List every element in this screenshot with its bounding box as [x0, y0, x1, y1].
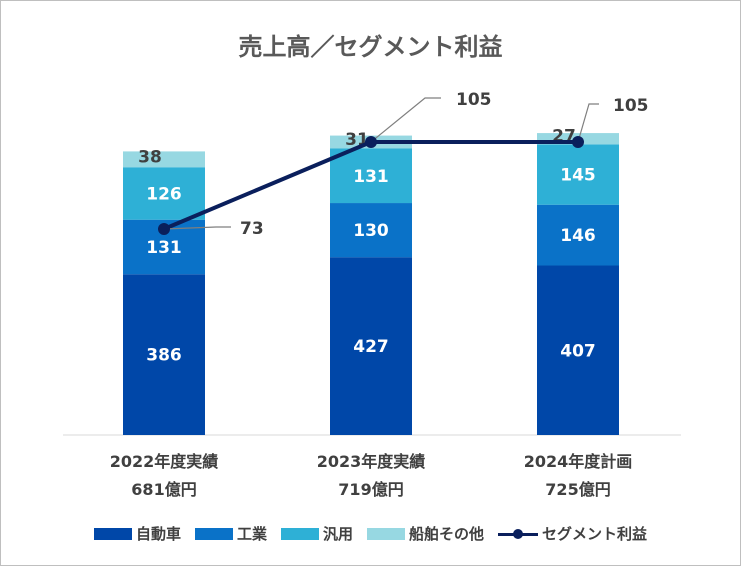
category-label-1: 2023年度実績 719億円	[316, 452, 426, 499]
category-label-0: 2022年度実績 681億円	[109, 452, 219, 499]
data-label-automotive-0: 386	[146, 346, 182, 366]
legend-item-marine-other: 船舶その他	[367, 523, 484, 544]
legend-item-industrial: 工業	[194, 523, 267, 544]
data-label-marine-other-0: 38	[138, 147, 162, 167]
bar-general-2	[537, 144, 619, 205]
leader-line-segment-profit-0	[163, 226, 231, 230]
leader-line-segment-profit-1	[370, 97, 441, 143]
legend-item-general: 汎用	[280, 523, 353, 544]
legend-label-automotive: 自動車	[135, 525, 181, 543]
data-label-automotive-1: 427	[353, 337, 389, 357]
point-segment-profit-2	[572, 136, 584, 148]
bar-industrial-2	[537, 204, 619, 266]
legend-swatch-industrial	[194, 527, 233, 540]
legend-swatch-marine-other	[367, 527, 405, 540]
data-label-general-2: 145	[560, 166, 596, 186]
data-label-segment-profit-2: 105	[613, 96, 649, 116]
point-segment-profit-1	[365, 136, 377, 148]
chart-title: 売上高／セグメント利益	[238, 33, 503, 61]
data-label-general-1: 131	[353, 167, 389, 187]
chart-legend: 自動車 工業 汎用 船舶その他 セグメント利益	[1, 523, 740, 544]
data-label-automotive-2: 407	[560, 341, 596, 361]
data-label-segment-profit-0: 73	[240, 219, 264, 239]
legend-item-segment-profit: セグメント利益	[498, 523, 647, 544]
leader-line-segment-profit-2	[577, 103, 599, 143]
legend-item-automotive: 自動車	[93, 523, 181, 544]
bar-marine-other-0	[123, 151, 205, 168]
data-label-industrial-0: 131	[146, 238, 182, 258]
bar-general-0	[123, 167, 205, 220]
legend-line-segment-profit	[498, 528, 539, 540]
data-label-general-0: 126	[146, 184, 182, 204]
data-label-industrial-2: 146	[560, 226, 596, 246]
bar-automotive-0	[123, 274, 205, 435]
legend-label-marine-other: 船舶その他	[409, 525, 485, 543]
data-label-industrial-1: 130	[353, 221, 389, 241]
legend-label-industrial: 工業	[236, 525, 267, 543]
data-label-segment-profit-1: 105	[456, 90, 492, 110]
point-segment-profit-0	[158, 223, 170, 235]
bar-automotive-2	[537, 265, 619, 435]
legend-label-segment-profit: セグメント利益	[542, 525, 648, 543]
bar-industrial-1	[330, 203, 412, 258]
legend-swatch-automotive	[93, 527, 132, 540]
legend-swatch-general	[280, 527, 319, 540]
category-label-2: 2024年度計画 725億円	[523, 452, 633, 499]
bar-general-1	[330, 148, 412, 204]
bar-automotive-1	[330, 257, 412, 435]
legend-label-general: 汎用	[322, 525, 353, 543]
